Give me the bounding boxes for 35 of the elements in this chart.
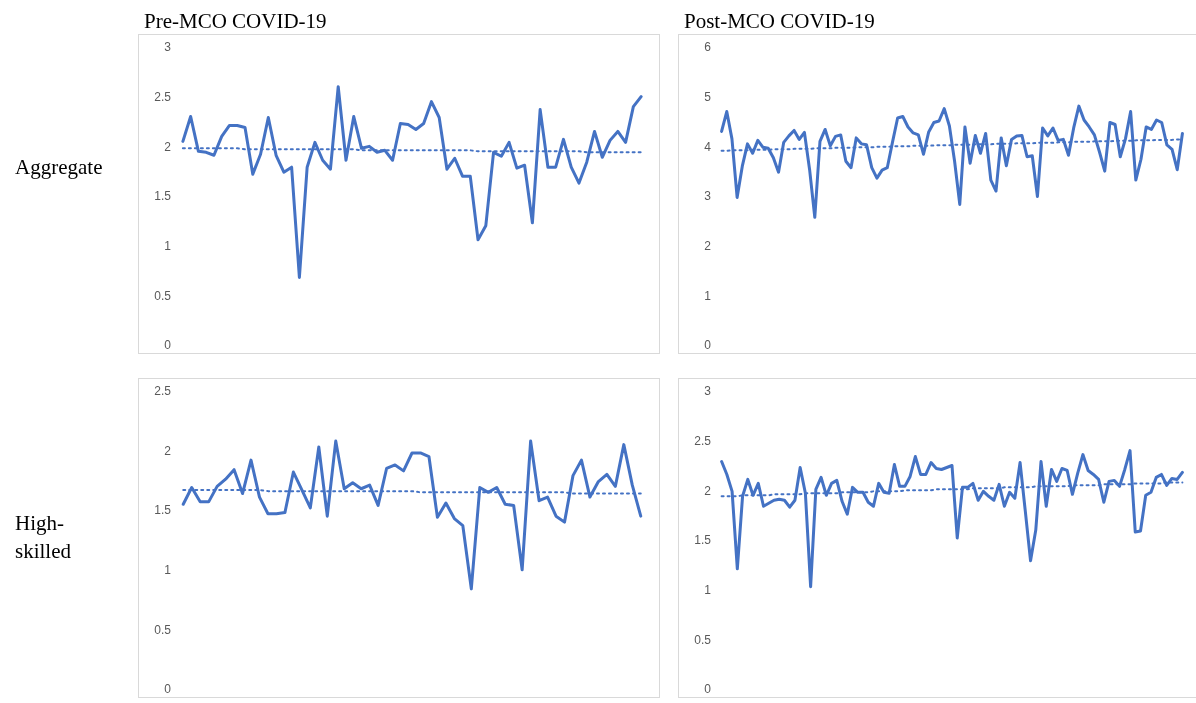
- chart-title: Pre-MCO COVID-19: [143, 8, 328, 34]
- y-tick-label: 1: [164, 563, 172, 578]
- y-tick-label: 2: [164, 443, 172, 458]
- line-series: [181, 439, 643, 591]
- y-tick-label: 3: [704, 189, 712, 204]
- y-tick-label: 1.5: [154, 503, 172, 518]
- line-series: [181, 85, 643, 279]
- y-tick-label: 2: [704, 238, 712, 253]
- y-tick-label: 2.5: [154, 89, 172, 104]
- y-tick-label: 6: [704, 40, 712, 55]
- y-tick-label: 0: [164, 682, 172, 697]
- y-tick-label: 4: [704, 139, 712, 154]
- y-tick-label: 1.5: [154, 189, 172, 204]
- y-tick-label: 3: [164, 40, 172, 55]
- y-tick-label: 1.5: [694, 533, 712, 548]
- y-tick-label: 2: [704, 483, 712, 498]
- y-tick-label: 0.5: [154, 622, 172, 637]
- y-tick-label: 0: [704, 338, 712, 353]
- y-tick-label: 0.5: [694, 632, 712, 647]
- y-axis-title: Aggregate: [15, 154, 103, 181]
- y-axis-title: High-skilled: [15, 510, 72, 565]
- line-series: [720, 104, 1184, 219]
- y-tick-label: 0: [164, 338, 172, 353]
- y-tick-label: 2: [164, 139, 172, 154]
- line-series: [720, 449, 1184, 589]
- y-tick-label: 1: [704, 288, 712, 303]
- y-tick-label: 2.5: [154, 384, 172, 399]
- y-tick-label: 3: [704, 384, 712, 399]
- chart-title: Post-MCO COVID-19: [683, 8, 876, 34]
- y-tick-label: 5: [704, 89, 712, 104]
- y-tick-label: 1: [704, 582, 712, 597]
- y-tick-label: 0: [704, 682, 712, 697]
- y-tick-label: 2.5: [694, 433, 712, 448]
- y-tick-label: 1: [164, 238, 172, 253]
- y-tick-label: 0.5: [154, 288, 172, 303]
